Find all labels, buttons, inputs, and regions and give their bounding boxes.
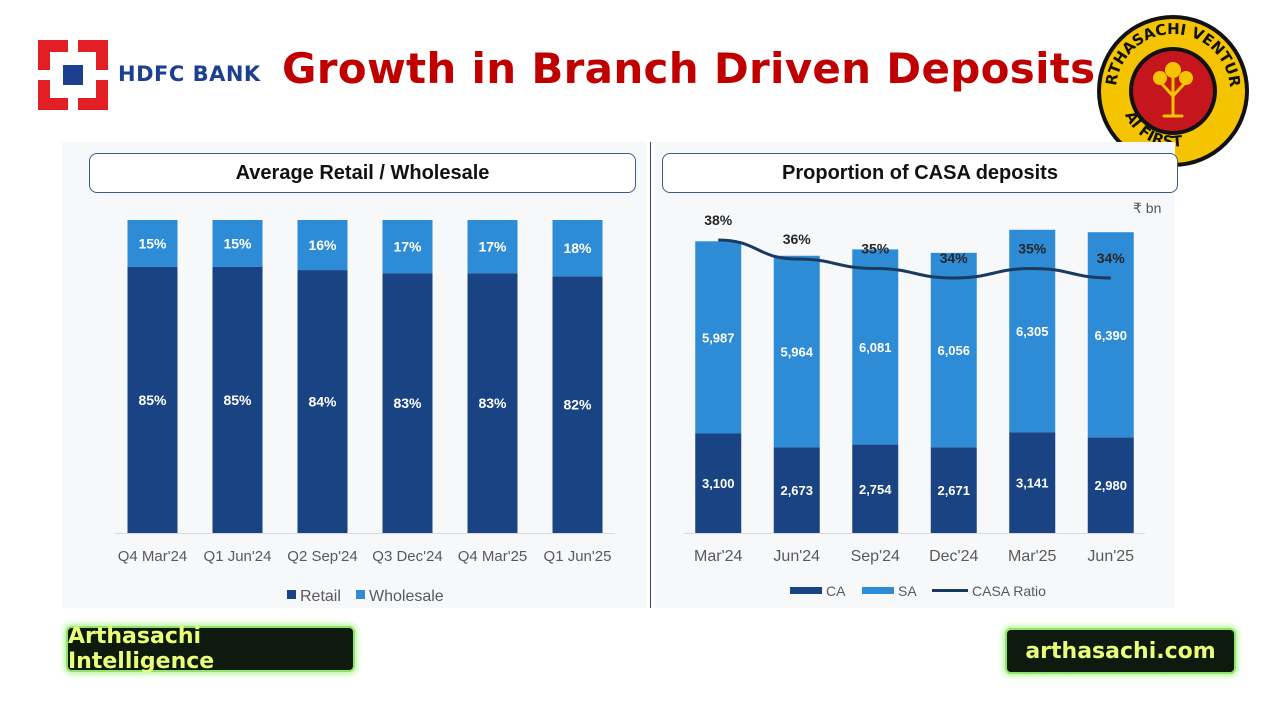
casa-ratio-line: [718, 238, 1111, 280]
ca-bar: [1087, 437, 1134, 533]
arthasachi-website-badge[interactable]: arthasachi.com: [1005, 628, 1236, 674]
ca-bar: [773, 447, 820, 533]
x-tick-label: Q3 Dec'24: [372, 548, 442, 565]
wholesale-data-label: 17%: [478, 239, 507, 255]
casa-ratio-label: 36%: [783, 231, 812, 247]
arthasachi-venture-seal: ARTHASACHI VENTURE AI FIRST: [1094, 12, 1249, 167]
sa-bar: [930, 252, 977, 448]
sa-data-label: 6,390: [1094, 328, 1127, 343]
wholesale-bar: [467, 220, 518, 274]
sa-data-label: 5,964: [780, 344, 813, 359]
wholesale-data-label: 15%: [138, 235, 167, 251]
wholesale-bar: [127, 220, 178, 267]
wholesale-data-label: 15%: [223, 235, 252, 251]
wholesale-bar: [382, 220, 433, 274]
retail-data-label: 82%: [563, 397, 592, 413]
right-chart-title: Proportion of CASA deposits: [662, 153, 1178, 193]
hdfc-logo-icon: [38, 40, 108, 110]
retail-data-label: 85%: [223, 392, 252, 408]
ca-bar: [695, 433, 742, 533]
x-tick-label: Q1 Jun'25: [544, 548, 612, 565]
ca-bar: [852, 444, 899, 533]
x-tick-label: Sep'24: [851, 548, 900, 565]
casa-ratio-label: 38%: [704, 212, 733, 228]
casa-ratio-label: 34%: [1097, 250, 1126, 266]
panel-divider: [650, 142, 651, 608]
casa-ratio-label: 35%: [861, 241, 890, 257]
tree-icon: [1153, 62, 1193, 118]
ca-data-label: 2,673: [780, 483, 813, 498]
arthasachi-intelligence-badge[interactable]: Arthasachi Intelligence: [66, 624, 355, 674]
ca-data-label: 2,671: [937, 483, 970, 498]
ca-data-label: 3,141: [1016, 476, 1049, 491]
x-tick-label: Dec'24: [929, 548, 978, 565]
sa-bar: [695, 241, 742, 434]
legend-label-wholesale: Wholesale: [369, 588, 444, 605]
legend-swatch-retail: [287, 590, 296, 599]
x-tick-label: Q4 Mar'25: [458, 548, 528, 565]
x-tick-label: Jun'25: [1087, 548, 1134, 565]
x-tick-label: Mar'24: [694, 548, 743, 565]
casa-ratio-label: 34%: [940, 250, 969, 266]
x-tick-label: Q1 Jun'24: [204, 548, 272, 565]
ca-data-label: 3,100: [702, 476, 735, 491]
sa-bar: [773, 255, 820, 448]
ca-bar: [1009, 432, 1056, 533]
sa-bar: [852, 249, 899, 445]
x-tick-label: Jun'24: [773, 548, 820, 565]
ca-bar: [930, 447, 977, 533]
ca-data-label: 2,980: [1094, 478, 1127, 493]
x-tick-label: Mar'25: [1008, 548, 1057, 565]
legend-label-retail: Retail: [300, 588, 341, 605]
sa-bar: [1009, 229, 1056, 433]
wholesale-data-label: 18%: [563, 240, 592, 256]
logo-text: HDFC BANK: [118, 62, 261, 86]
retail-data-label: 83%: [393, 395, 422, 411]
sa-data-label: 6,056: [937, 343, 970, 358]
hdfc-bank-logo: HDFC BANK: [38, 40, 268, 112]
x-tick-label: Q4 Mar'24: [118, 548, 188, 565]
wholesale-bar: [212, 220, 263, 267]
retail-data-label: 85%: [138, 392, 167, 408]
wholesale-bar: [552, 220, 603, 277]
casa-ratio-label: 35%: [1018, 241, 1047, 257]
legend-label-ca: CA: [826, 583, 846, 599]
retail-bar: [552, 276, 603, 533]
retail-bar: [127, 266, 178, 533]
retail-bar: [467, 273, 518, 533]
left-chart-title: Average Retail / Wholesale: [89, 153, 636, 193]
retail-bar: [212, 266, 263, 533]
legend-swatch-wholesale: [356, 590, 365, 599]
wholesale-data-label: 16%: [308, 237, 337, 253]
unit-label: ₹ bn: [1133, 200, 1162, 216]
sa-data-label: 6,081: [859, 340, 892, 355]
page-title: Growth in Branch Driven Deposits: [282, 44, 1096, 93]
retail-data-label: 84%: [308, 394, 337, 410]
x-tick-label: Q2 Sep'24: [287, 548, 357, 565]
sa-data-label: 5,987: [702, 330, 735, 345]
sa-data-label: 6,305: [1016, 324, 1049, 339]
wholesale-data-label: 17%: [393, 239, 422, 255]
retail-data-label: 83%: [478, 395, 507, 411]
ca-data-label: 2,754: [859, 482, 892, 497]
legend-swatch-sa: [862, 587, 894, 594]
retail-bar: [382, 273, 433, 533]
sa-bar: [1087, 232, 1134, 438]
legend-label-casa-ratio: CASA Ratio: [972, 583, 1046, 599]
legend-swatch-ca: [790, 587, 822, 594]
wholesale-bar: [297, 220, 348, 271]
legend-label-sa: SA: [898, 583, 917, 599]
retail-bar: [297, 270, 348, 533]
